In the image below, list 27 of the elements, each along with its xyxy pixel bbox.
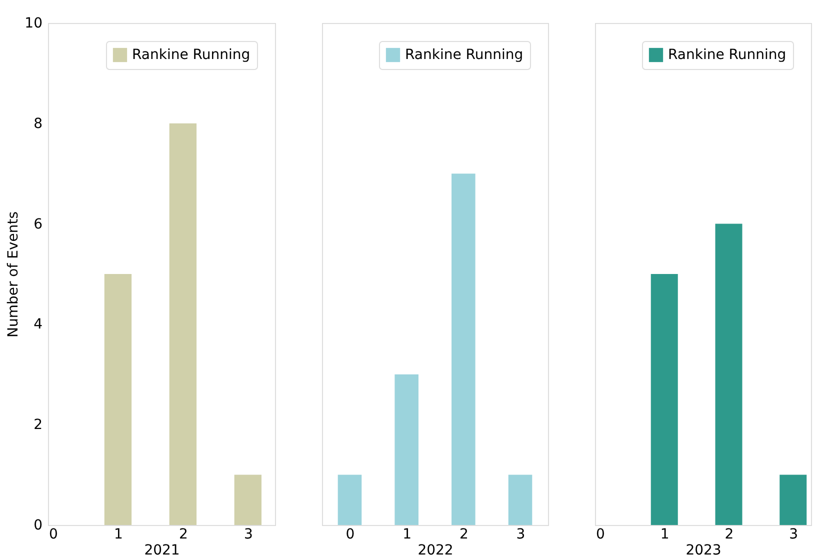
- y-tick-label: 6: [34, 216, 43, 232]
- y-tick-label: 10: [24, 16, 42, 32]
- x-tick-label: 1: [402, 526, 412, 542]
- y-axis-title: Number of Events: [6, 211, 22, 338]
- x-tick-label: 2: [459, 526, 468, 542]
- x-tick-label: 3: [244, 526, 253, 542]
- x-tick-label: 0: [596, 526, 605, 542]
- bar: [234, 474, 262, 525]
- bar: [104, 274, 132, 525]
- x-tick-label: 1: [114, 526, 123, 542]
- x-tick-label: 1: [660, 526, 670, 542]
- x-axis-title: 2022: [418, 542, 454, 558]
- bar: [169, 123, 197, 525]
- y-tick-label: 8: [34, 116, 42, 132]
- x-tick-label: 3: [789, 526, 798, 542]
- x-axis-title: 2021: [144, 542, 180, 558]
- x-tick-label: 0: [49, 526, 58, 542]
- x-tick-label: 3: [516, 526, 526, 542]
- y-tick-label: 2: [34, 417, 42, 434]
- x-tick-label: 0: [346, 526, 355, 542]
- legend-label: Rankine Running: [668, 47, 786, 63]
- y-tick-label: 4: [34, 316, 43, 333]
- x-axis-title: 2023: [686, 542, 722, 558]
- x-tick-label: 2: [724, 526, 734, 542]
- legend-label: Rankine Running: [132, 47, 250, 63]
- legend-label: Rankine Running: [405, 47, 524, 63]
- x-tick-label: 2: [178, 526, 188, 542]
